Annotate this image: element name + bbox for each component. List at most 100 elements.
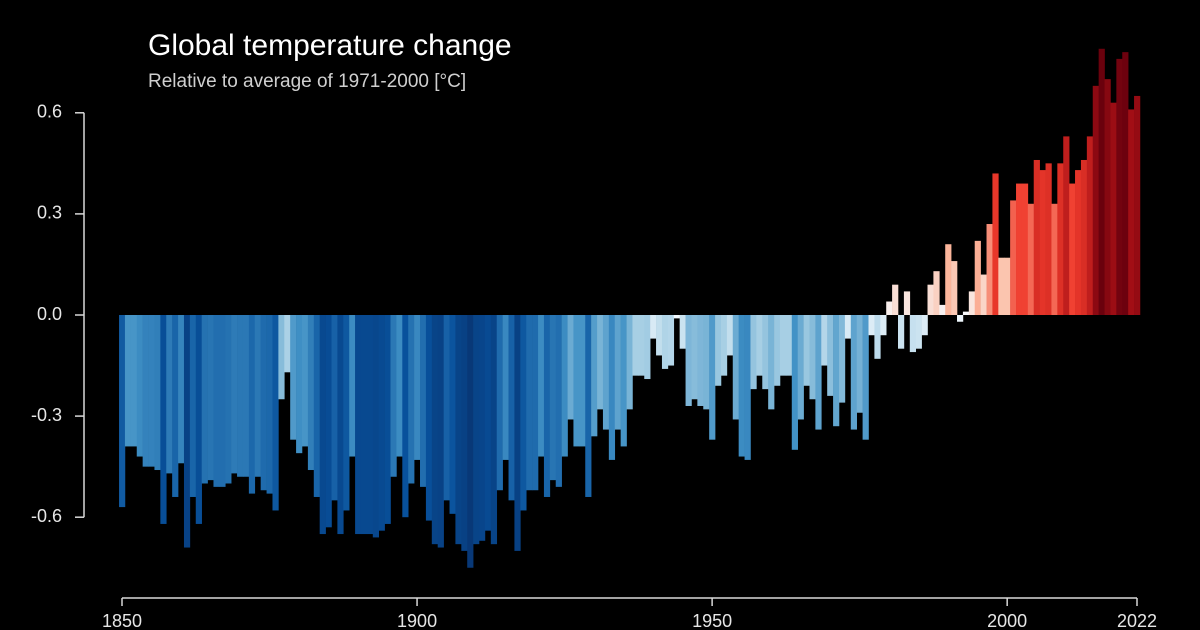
bar: [880, 315, 887, 336]
bar: [980, 274, 987, 315]
bar: [231, 315, 238, 474]
bar: [1004, 257, 1011, 315]
bar: [532, 315, 539, 491]
bar: [225, 315, 232, 484]
bar: [738, 315, 745, 457]
bar: [219, 315, 226, 487]
bar: [414, 315, 421, 460]
bar: [384, 315, 391, 524]
bar: [986, 224, 993, 315]
bar: [945, 244, 952, 315]
bar: [319, 315, 326, 535]
bar: [667, 315, 675, 366]
y-tick-label: -0.3: [31, 405, 62, 425]
bar: [119, 315, 126, 508]
bar: [272, 315, 279, 511]
bar: [585, 315, 592, 497]
bar: [201, 315, 208, 484]
bar: [124, 315, 132, 447]
bar: [461, 315, 468, 551]
bar: [142, 315, 149, 467]
bar: [573, 315, 580, 447]
bar: [951, 261, 958, 315]
bar: [791, 315, 798, 450]
bar: [909, 315, 917, 353]
bar: [933, 271, 940, 315]
bar: [325, 315, 332, 528]
bar: [136, 315, 143, 457]
x-tick-label: 2022: [1117, 611, 1157, 630]
bar: [1039, 170, 1046, 315]
bar: [1134, 95, 1141, 315]
bar: [195, 315, 202, 524]
bar: [1016, 183, 1023, 315]
bar: [148, 315, 155, 467]
bar: [343, 315, 350, 511]
x-tick-label: 1900: [397, 611, 437, 630]
bar: [679, 315, 686, 349]
bar: [543, 315, 551, 497]
bar: [479, 315, 486, 541]
bar: [242, 315, 250, 477]
bar: [868, 315, 875, 336]
bar: [1128, 109, 1135, 316]
bar: [874, 315, 881, 359]
y-tick-label: 0.6: [37, 102, 62, 122]
bar: [278, 315, 285, 400]
bar: [650, 315, 657, 339]
bar: [178, 315, 185, 464]
bar: [473, 315, 480, 545]
bar: [443, 315, 450, 501]
bar: [1045, 163, 1052, 315]
bar: [709, 315, 716, 440]
bar: [957, 315, 964, 322]
bar: [809, 315, 816, 400]
bar: [307, 315, 315, 471]
bar: [166, 315, 173, 474]
bar: [756, 315, 763, 376]
bar: [1104, 79, 1111, 315]
bar: [1110, 102, 1117, 315]
bar: [1080, 159, 1088, 315]
bar: [189, 315, 197, 497]
bar: [296, 315, 303, 454]
bar: [378, 315, 385, 531]
bar: [815, 315, 822, 430]
bar: [538, 315, 545, 457]
bar: [567, 315, 574, 420]
bar: [591, 315, 598, 437]
bar: [774, 315, 781, 386]
bar: [561, 315, 568, 457]
bar: [284, 315, 291, 373]
bar: [833, 315, 840, 427]
bar: [396, 315, 403, 457]
bar: [1021, 183, 1029, 315]
bar: [337, 315, 344, 535]
bar: [797, 315, 804, 420]
bar: [838, 315, 846, 403]
bar: [939, 304, 946, 315]
bar: [1051, 203, 1058, 315]
bar: [785, 315, 793, 376]
bar: [821, 315, 828, 366]
bar: [484, 315, 492, 531]
bar: [213, 315, 220, 487]
bar: [720, 315, 728, 376]
bar: [360, 315, 368, 535]
bar: [762, 315, 769, 390]
bar: [1116, 58, 1123, 315]
bar: [886, 301, 893, 315]
bar: [1033, 159, 1040, 315]
bar: [290, 315, 297, 440]
y-tick-label: -0.6: [31, 506, 62, 526]
bar: [490, 315, 498, 545]
bar: [390, 315, 397, 477]
bar: [437, 315, 444, 548]
bar: [301, 315, 309, 447]
bar: [266, 315, 273, 494]
bar: [467, 315, 474, 568]
bar: [502, 315, 509, 460]
bar: [768, 315, 775, 410]
bar: [862, 315, 869, 440]
bar: [638, 315, 645, 376]
